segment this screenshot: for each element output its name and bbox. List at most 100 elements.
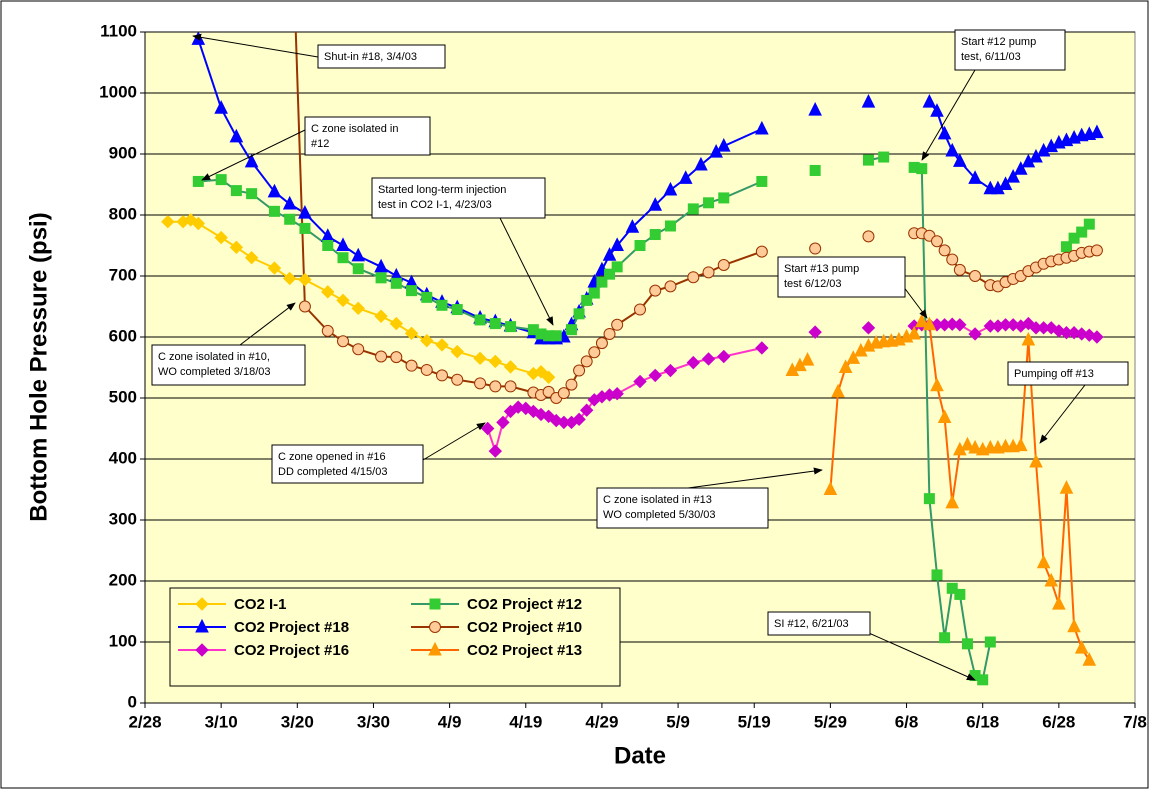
- y-axis-title: Bottom Hole Pressure (psi): [25, 212, 52, 521]
- marker: [923, 493, 935, 505]
- marker: [960, 436, 975, 451]
- x-tick-label: 3/30: [357, 712, 390, 731]
- marker: [299, 222, 311, 234]
- marker: [937, 125, 952, 140]
- marker: [625, 219, 640, 233]
- marker: [1090, 244, 1103, 257]
- marker: [580, 355, 593, 368]
- marker: [214, 100, 228, 114]
- marker: [1013, 437, 1028, 452]
- marker: [702, 266, 715, 279]
- marker: [649, 284, 662, 297]
- marker: [755, 245, 768, 258]
- annotation-text: Started long-term injection: [378, 184, 506, 196]
- marker: [664, 280, 677, 293]
- marker: [1067, 618, 1081, 633]
- axes: 0 100 200 300 400 500 600 700 800 900 1000 1100 2/28…: [99, 21, 1147, 731]
- y-tick-label: 400: [109, 448, 137, 467]
- x-tick-label: 2/28: [128, 712, 161, 731]
- marker: [435, 338, 449, 352]
- marker: [809, 242, 822, 255]
- marker: [195, 643, 209, 657]
- marker: [998, 176, 1013, 190]
- marker: [968, 170, 982, 184]
- x-tick-label: 3/10: [205, 712, 238, 731]
- marker: [451, 304, 463, 316]
- marker: [214, 230, 228, 245]
- marker: [322, 240, 334, 251]
- marker: [337, 335, 349, 348]
- marker: [496, 415, 510, 430]
- marker: [1068, 232, 1080, 244]
- annotation-text: C zone opened in #16: [278, 451, 386, 463]
- marker: [907, 325, 921, 340]
- annotation-text: WO completed 5/30/03: [603, 509, 716, 521]
- marker: [1029, 453, 1043, 468]
- annotation-arrow: [499, 217, 554, 326]
- marker: [931, 235, 943, 248]
- marker: [603, 327, 616, 340]
- marker: [611, 318, 624, 331]
- marker: [604, 268, 616, 280]
- x-tick-label: 5/9: [666, 712, 690, 731]
- marker: [450, 344, 464, 359]
- marker: [565, 324, 577, 336]
- marker: [195, 618, 209, 633]
- x-tick-label: 3/20: [281, 712, 314, 731]
- marker: [541, 370, 556, 384]
- marker: [953, 153, 967, 167]
- marker: [678, 170, 693, 184]
- marker: [755, 341, 769, 355]
- annotation-arrow: [422, 422, 486, 461]
- marker: [503, 360, 518, 374]
- x-tick-label: 4/19: [509, 712, 542, 731]
- y-tick-label: 100: [109, 631, 137, 650]
- annotation-box: [271, 444, 424, 484]
- marker: [405, 359, 418, 372]
- marker: [755, 120, 769, 135]
- marker: [922, 94, 937, 108]
- marker: [375, 350, 388, 363]
- marker: [823, 481, 838, 495]
- marker: [588, 346, 601, 359]
- marker: [945, 142, 960, 157]
- marker: [215, 174, 227, 186]
- marker: [246, 188, 258, 200]
- x-tick-label: 5/29: [814, 712, 847, 731]
- legend: CO2 I-1 CO2 Project #18 CO2 Project #16 CO2…: [169, 587, 621, 687]
- marker: [1082, 652, 1097, 666]
- marker: [633, 374, 647, 389]
- marker: [648, 368, 662, 383]
- marker: [648, 197, 663, 211]
- marker: [406, 285, 418, 297]
- annotation-box: [767, 611, 871, 636]
- marker: [298, 272, 312, 287]
- y-tick-label: 900: [109, 143, 137, 162]
- marker: [268, 205, 280, 217]
- marker: [878, 151, 890, 163]
- x-tick-label: 7/8: [1123, 712, 1147, 731]
- marker: [602, 247, 617, 261]
- marker: [489, 318, 501, 330]
- marker: [534, 365, 548, 379]
- marker: [968, 327, 982, 341]
- y-tick-label: 700: [109, 265, 137, 284]
- marker: [939, 632, 951, 644]
- marker: [808, 325, 822, 339]
- marker: [420, 363, 433, 376]
- marker: [267, 183, 282, 198]
- legend-label: CO2 Project #18: [234, 619, 349, 636]
- marker: [374, 309, 388, 323]
- y-tick-label: 600: [109, 326, 137, 345]
- annotation-text: Shut-in #18, 3/4/03: [324, 51, 417, 63]
- annotation-arrow: [1039, 384, 1086, 444]
- marker: [451, 373, 464, 386]
- marker: [634, 240, 646, 251]
- marker: [374, 258, 388, 273]
- marker: [1074, 639, 1089, 654]
- marker: [191, 216, 206, 231]
- marker: [808, 101, 822, 116]
- marker: [581, 294, 593, 306]
- marker: [838, 359, 853, 373]
- marker: [572, 412, 586, 427]
